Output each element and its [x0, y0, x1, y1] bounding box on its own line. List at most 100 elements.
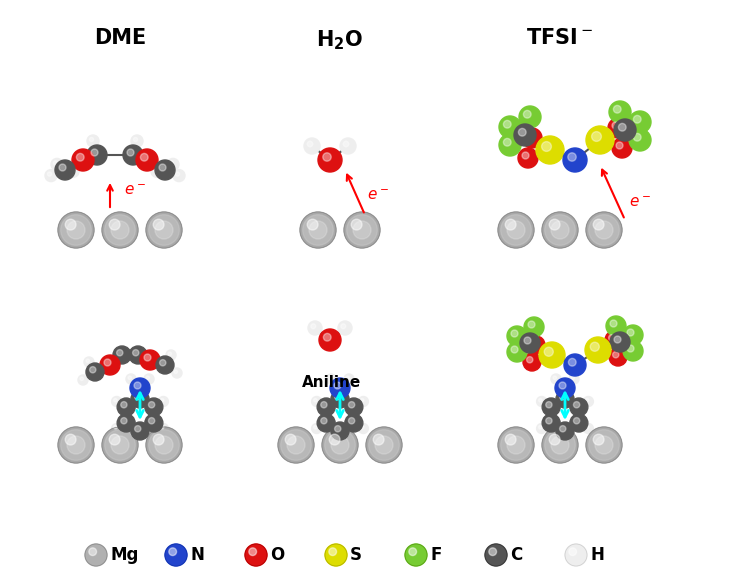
Circle shape [353, 221, 371, 239]
Circle shape [300, 212, 336, 248]
Circle shape [612, 122, 619, 129]
Circle shape [287, 436, 305, 454]
Circle shape [45, 169, 57, 182]
Circle shape [132, 350, 139, 356]
Circle shape [565, 544, 587, 566]
Circle shape [308, 321, 322, 335]
Circle shape [556, 422, 574, 440]
Circle shape [526, 132, 533, 139]
Circle shape [58, 212, 94, 248]
Circle shape [280, 430, 311, 460]
Circle shape [89, 138, 94, 142]
Circle shape [583, 396, 594, 406]
Circle shape [134, 382, 141, 389]
Circle shape [614, 119, 636, 141]
Circle shape [344, 374, 354, 384]
Text: $e^-$: $e^-$ [367, 188, 389, 202]
Circle shape [304, 138, 320, 154]
Circle shape [539, 399, 542, 402]
Circle shape [606, 316, 626, 336]
Text: H: H [590, 546, 604, 564]
Circle shape [613, 352, 619, 358]
Circle shape [153, 434, 164, 445]
Circle shape [86, 363, 104, 381]
Circle shape [573, 417, 580, 424]
Circle shape [331, 436, 349, 454]
Circle shape [556, 390, 574, 408]
Circle shape [146, 376, 149, 379]
Circle shape [65, 434, 76, 445]
Circle shape [345, 398, 363, 416]
Circle shape [507, 436, 525, 454]
Circle shape [629, 111, 651, 133]
Circle shape [160, 426, 164, 429]
Circle shape [127, 149, 134, 156]
Circle shape [531, 340, 537, 346]
Circle shape [76, 153, 84, 161]
Circle shape [559, 426, 566, 432]
Text: $e^-$: $e^-$ [124, 182, 146, 198]
Circle shape [313, 426, 317, 429]
Circle shape [133, 138, 138, 142]
Circle shape [563, 148, 587, 172]
Circle shape [569, 398, 588, 416]
Circle shape [131, 135, 143, 147]
Circle shape [113, 399, 117, 402]
Circle shape [91, 149, 98, 156]
Circle shape [322, 427, 358, 463]
Circle shape [571, 376, 575, 379]
Circle shape [523, 353, 541, 371]
Circle shape [312, 423, 321, 433]
Circle shape [135, 393, 141, 400]
Circle shape [498, 427, 534, 463]
Circle shape [568, 153, 576, 161]
Circle shape [324, 333, 331, 341]
Text: S: S [350, 546, 362, 564]
Circle shape [85, 544, 107, 566]
Circle shape [53, 161, 58, 165]
Circle shape [317, 398, 335, 416]
Circle shape [614, 336, 621, 343]
Circle shape [405, 544, 427, 566]
Circle shape [87, 145, 107, 165]
Circle shape [145, 414, 163, 432]
Circle shape [123, 145, 143, 165]
Text: $e^-$: $e^-$ [629, 195, 651, 209]
Circle shape [544, 347, 553, 356]
Circle shape [507, 326, 527, 346]
Circle shape [524, 317, 544, 337]
Circle shape [168, 352, 171, 356]
Circle shape [526, 356, 533, 363]
Text: O: O [270, 546, 284, 564]
Circle shape [335, 426, 341, 432]
Circle shape [518, 148, 538, 168]
Circle shape [343, 141, 349, 147]
Circle shape [155, 221, 173, 239]
Circle shape [158, 423, 168, 433]
Circle shape [612, 138, 632, 158]
Circle shape [131, 390, 149, 408]
Circle shape [619, 123, 626, 131]
Circle shape [61, 430, 92, 460]
Circle shape [542, 398, 560, 416]
Circle shape [130, 378, 150, 398]
Circle shape [321, 417, 327, 424]
Circle shape [111, 221, 129, 239]
Circle shape [559, 393, 566, 400]
Circle shape [340, 138, 356, 154]
Circle shape [537, 423, 547, 433]
Circle shape [595, 221, 613, 239]
Circle shape [539, 426, 542, 429]
Circle shape [89, 548, 97, 556]
Circle shape [67, 165, 79, 178]
Circle shape [337, 385, 340, 389]
Circle shape [511, 346, 518, 353]
Circle shape [113, 346, 131, 364]
Circle shape [542, 414, 560, 432]
Circle shape [627, 345, 634, 352]
Circle shape [117, 398, 135, 416]
Circle shape [70, 168, 74, 172]
Circle shape [149, 430, 179, 460]
Circle shape [311, 324, 315, 329]
Circle shape [586, 399, 589, 402]
